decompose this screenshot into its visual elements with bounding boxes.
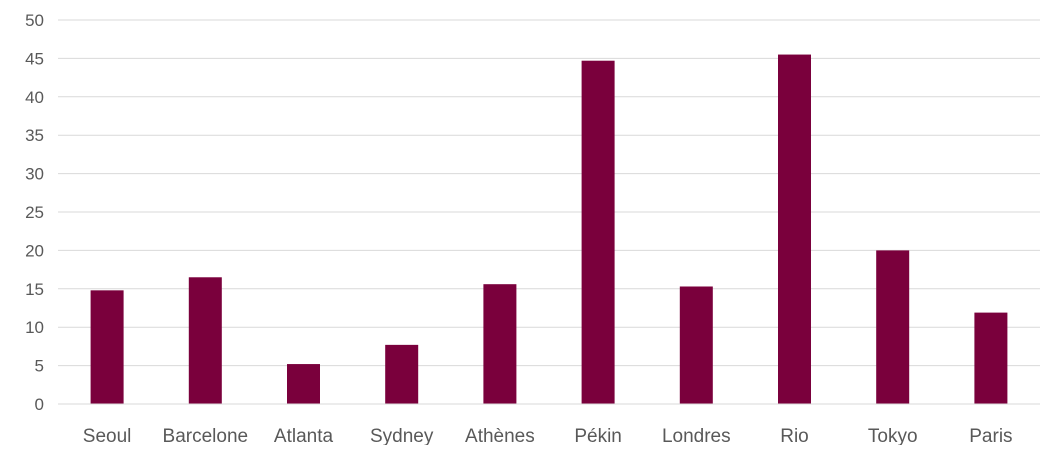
bar-barcelone <box>188 277 222 404</box>
x-tick-label: Seoul <box>83 426 132 445</box>
bar-seoul <box>90 290 124 404</box>
bar-londres <box>679 286 713 404</box>
x-tick-label: Atlanta <box>274 426 334 445</box>
y-tick-label: 35 <box>25 126 44 145</box>
y-tick-label: 25 <box>25 203 44 222</box>
x-tick-label: Sydney <box>370 426 434 445</box>
bar-sydney <box>385 344 419 404</box>
y-tick-label: 20 <box>25 241 44 260</box>
y-tick-label: 40 <box>25 88 44 107</box>
y-tick-label: 5 <box>35 357 44 376</box>
x-tick-label: Athènes <box>465 426 535 445</box>
y-tick-label: 10 <box>25 318 44 337</box>
x-tick-label: Tokyo <box>868 426 918 445</box>
bar-paris <box>974 312 1008 404</box>
y-tick-label: 30 <box>25 165 44 184</box>
y-axis-ticks: 0 5 10 15 20 25 30 35 40 45 50 <box>25 11 44 414</box>
bar-atlanta <box>287 364 320 404</box>
y-tick-label: 15 <box>25 280 44 299</box>
x-tick-label: Rio <box>780 426 809 445</box>
bars <box>90 54 1008 405</box>
y-tick-label: 50 <box>25 11 44 30</box>
x-tick-label: Barcelone <box>163 426 249 445</box>
x-axis-ticks: Seoul Barcelone Atlanta Sydney Athènes Pékin L… <box>83 426 1013 447</box>
x-tick-label: Paris <box>969 426 1012 445</box>
y-tick-label: 45 <box>25 49 44 68</box>
bar-pékin <box>581 60 615 404</box>
x-tick-label: Londres <box>662 426 731 445</box>
x-tick-label: Pékin <box>574 426 622 445</box>
bar-rio <box>778 54 811 405</box>
bar-athènes <box>483 284 517 404</box>
bar-tokyo <box>876 250 910 404</box>
y-tick-label: 0 <box>35 395 44 414</box>
